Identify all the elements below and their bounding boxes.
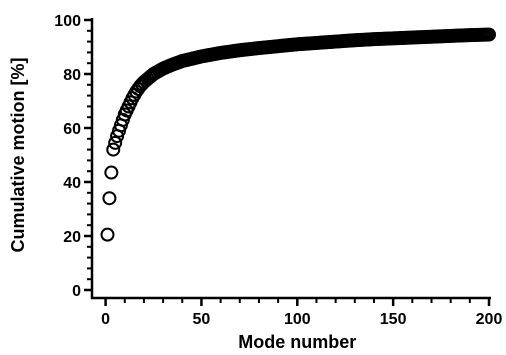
y-tick-label: 60 xyxy=(63,121,81,138)
data-point xyxy=(102,191,117,206)
y-tick-label: 80 xyxy=(63,67,81,84)
y-axis-title: Cumulative motion [%] xyxy=(8,57,28,252)
data-point-interp xyxy=(119,103,134,118)
plot-area xyxy=(100,27,496,242)
data-point xyxy=(104,165,119,180)
x-tick-label: 0 xyxy=(101,311,110,328)
data-point xyxy=(108,135,123,150)
data-point-interp xyxy=(123,95,138,110)
axes xyxy=(90,18,491,300)
ticks xyxy=(84,18,491,306)
x-axis-title: Mode number xyxy=(238,332,356,352)
data-point-interp xyxy=(480,27,495,42)
y-tick-label: 40 xyxy=(63,175,81,192)
data-point xyxy=(100,227,115,242)
y-tick-label: 0 xyxy=(72,283,81,300)
data-point xyxy=(106,142,121,157)
x-tick-label: 100 xyxy=(284,311,311,328)
x-tick-label: 200 xyxy=(476,311,503,328)
tick-labels: 0 20 40 60 80 100 0 50 100 150 200 xyxy=(54,13,502,328)
x-tick-label: 150 xyxy=(380,311,407,328)
y-tick-label: 20 xyxy=(63,229,81,246)
x-tick-label: 50 xyxy=(193,311,211,328)
y-tick-label: 100 xyxy=(54,13,81,30)
